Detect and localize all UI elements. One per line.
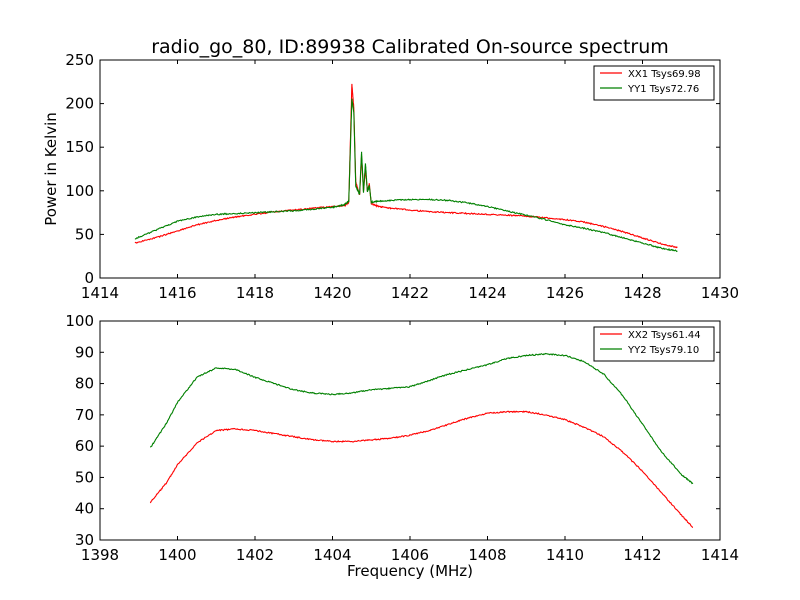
legend-box xyxy=(593,65,715,101)
series-line-yy2 xyxy=(149,352,694,485)
legend-label: YY2 Tsys79.10 xyxy=(627,345,699,356)
x-tick-label: 1430 xyxy=(701,284,739,302)
bottom-spectrum-panel: 1398 1400 1402 1404 1406 1408 1410 1412 1414 30 40… xyxy=(65,312,739,564)
x-tick-label: 1404 xyxy=(313,546,351,564)
y-tick-label: 80 xyxy=(75,375,94,393)
top-spectrum-panel: 1414 1416 1418 1420 1422 1424 1426 1428 1430 0 50 1… xyxy=(65,51,739,302)
y-tick-label: 100 xyxy=(65,312,94,330)
y-tick-label: 30 xyxy=(75,531,94,549)
x-tick-label: 1422 xyxy=(391,284,429,302)
x-tick-label: 1428 xyxy=(623,284,661,302)
y-tick-label: 100 xyxy=(65,182,94,200)
x-tick-label: 1406 xyxy=(391,546,429,564)
x-tick-label: 1400 xyxy=(158,546,196,564)
y-tick-label: 40 xyxy=(75,500,94,518)
x-tick-label: 1408 xyxy=(468,546,506,564)
x-tick-label: 1402 xyxy=(236,546,274,564)
legend: XX1 Tsys69.98 YY1 Tsys72.76 xyxy=(593,65,715,101)
x-tick-label: 1412 xyxy=(623,546,661,564)
y-tick-label: 250 xyxy=(65,51,94,69)
legend-label: XX1 Tsys69.98 xyxy=(628,69,701,80)
top-y-axis-label: Power in Kelvin xyxy=(42,112,60,226)
legend: XX2 Tsys61.44 YY2 Tsys79.10 xyxy=(593,326,715,362)
x-tick-label: 1420 xyxy=(313,284,351,302)
x-tick-label: 1418 xyxy=(236,284,274,302)
x-tick-label: 1426 xyxy=(546,284,584,302)
x-tick-label: 1414 xyxy=(701,546,739,564)
x-tick-label: 1416 xyxy=(158,284,196,302)
legend-box xyxy=(593,326,715,362)
series-line-xx2 xyxy=(149,410,694,529)
y-tick-label: 70 xyxy=(75,406,94,424)
y-tick-label: 50 xyxy=(75,468,94,486)
x-tick-label: 1424 xyxy=(468,284,506,302)
legend-label: XX2 Tsys61.44 xyxy=(628,330,701,341)
legend-label: YY1 Tsys72.76 xyxy=(627,84,699,95)
chart-title: radio_go_80, ID:89938 Calibrated On-sour… xyxy=(151,36,669,58)
y-tick-label: 0 xyxy=(84,269,94,287)
y-tick-label: 150 xyxy=(65,138,94,156)
y-tick-label: 50 xyxy=(75,225,94,243)
y-tick-label: 200 xyxy=(65,95,94,113)
x-tick-label: 1398 xyxy=(81,546,119,564)
x-tick-label: 1414 xyxy=(81,284,119,302)
x-tick-label: 1410 xyxy=(546,546,584,564)
y-tick-label: 60 xyxy=(75,437,94,455)
y-tick-label: 90 xyxy=(75,343,94,361)
bottom-x-axis-label: Frequency (MHz) xyxy=(347,562,473,580)
series-line-yy1 xyxy=(134,98,678,253)
